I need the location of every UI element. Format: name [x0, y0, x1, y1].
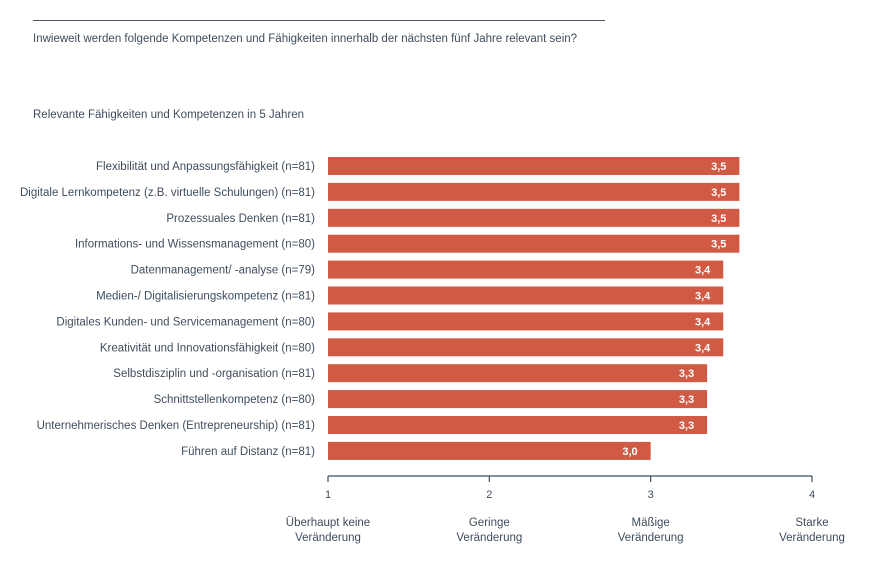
value-label: 3,3: [679, 368, 694, 380]
top-rule: [33, 20, 605, 21]
scale-label: Geringe: [469, 517, 510, 529]
bar: [328, 208, 740, 227]
scale-label: Veränderung: [456, 532, 522, 544]
chart-title: Relevante Fähigkeiten und Kompetenzen in…: [33, 109, 305, 121]
category-label: Digitale Lernkompetenz (z.B. virtuelle S…: [20, 187, 315, 199]
bar: [328, 390, 708, 409]
scale-label: Veränderung: [618, 532, 684, 544]
bar: [328, 182, 740, 201]
value-label: 3,4: [695, 316, 711, 328]
value-label: 3,3: [679, 420, 694, 432]
category-label: Flexibilität und Anpassungsfähigkeit (n=…: [96, 161, 315, 173]
bar: [328, 260, 724, 279]
category-label: Prozessuales Denken (n=81): [166, 213, 315, 225]
bar: [328, 416, 708, 434]
category-label: Selbstdisziplin und -organisation (n=81): [113, 368, 315, 380]
category-label: Kreativität und Innovationsfähigkeit (n=…: [100, 342, 315, 354]
value-label: 3,5: [711, 161, 726, 173]
category-label: Schnittstellenkompetenz (n=80): [154, 394, 316, 406]
scale-label: Veränderung: [779, 532, 845, 544]
bar: [328, 441, 651, 460]
bars-layer: Flexibilität und Anpassungsfähigkeit (n=…: [20, 157, 740, 460]
bar: [328, 234, 740, 253]
category-label: Informations- und Wissensmanagement (n=8…: [75, 239, 315, 251]
value-label: 3,5: [711, 239, 726, 251]
category-label: Medien-/ Digitalisierungskompetenz (n=81…: [96, 291, 315, 303]
bar: [328, 364, 708, 383]
scale-label: Überhaupt keine: [286, 517, 370, 529]
value-label: 3,5: [711, 187, 726, 199]
bar: [328, 338, 724, 357]
x-tick-label: 4: [809, 489, 815, 501]
scale-label: Veränderung: [295, 532, 361, 544]
bar: [328, 312, 724, 331]
scale-label: Mäßige: [631, 517, 669, 529]
category-label: Datenmanagement/ -analyse (n=79): [131, 265, 316, 277]
x-tick-label: 2: [486, 489, 492, 501]
bar: [328, 286, 724, 305]
x-axis: 1 Überhaupt keine Veränderung 2 Geringe Verän…: [286, 475, 845, 544]
category-label: Digitales Kunden- und Servicemanagement …: [56, 316, 315, 328]
category-label: Führen auf Distanz (n=81): [181, 446, 315, 458]
category-label: Unternehmerisches Denken (Entrepreneursh…: [37, 420, 316, 432]
value-label: 3,3: [679, 394, 694, 406]
value-label: 3,5: [711, 213, 726, 225]
value-label: 3,0: [622, 446, 637, 458]
x-tick-label: 3: [648, 489, 654, 501]
scale-label: Starke: [795, 517, 828, 529]
survey-question: Inwieweit werden folgende Kompetenzen un…: [33, 33, 578, 45]
value-label: 3,4: [695, 265, 711, 277]
value-label: 3,4: [695, 342, 711, 354]
x-tick-label: 1: [325, 489, 331, 501]
bar: [328, 157, 740, 175]
value-label: 3,4: [695, 291, 711, 303]
